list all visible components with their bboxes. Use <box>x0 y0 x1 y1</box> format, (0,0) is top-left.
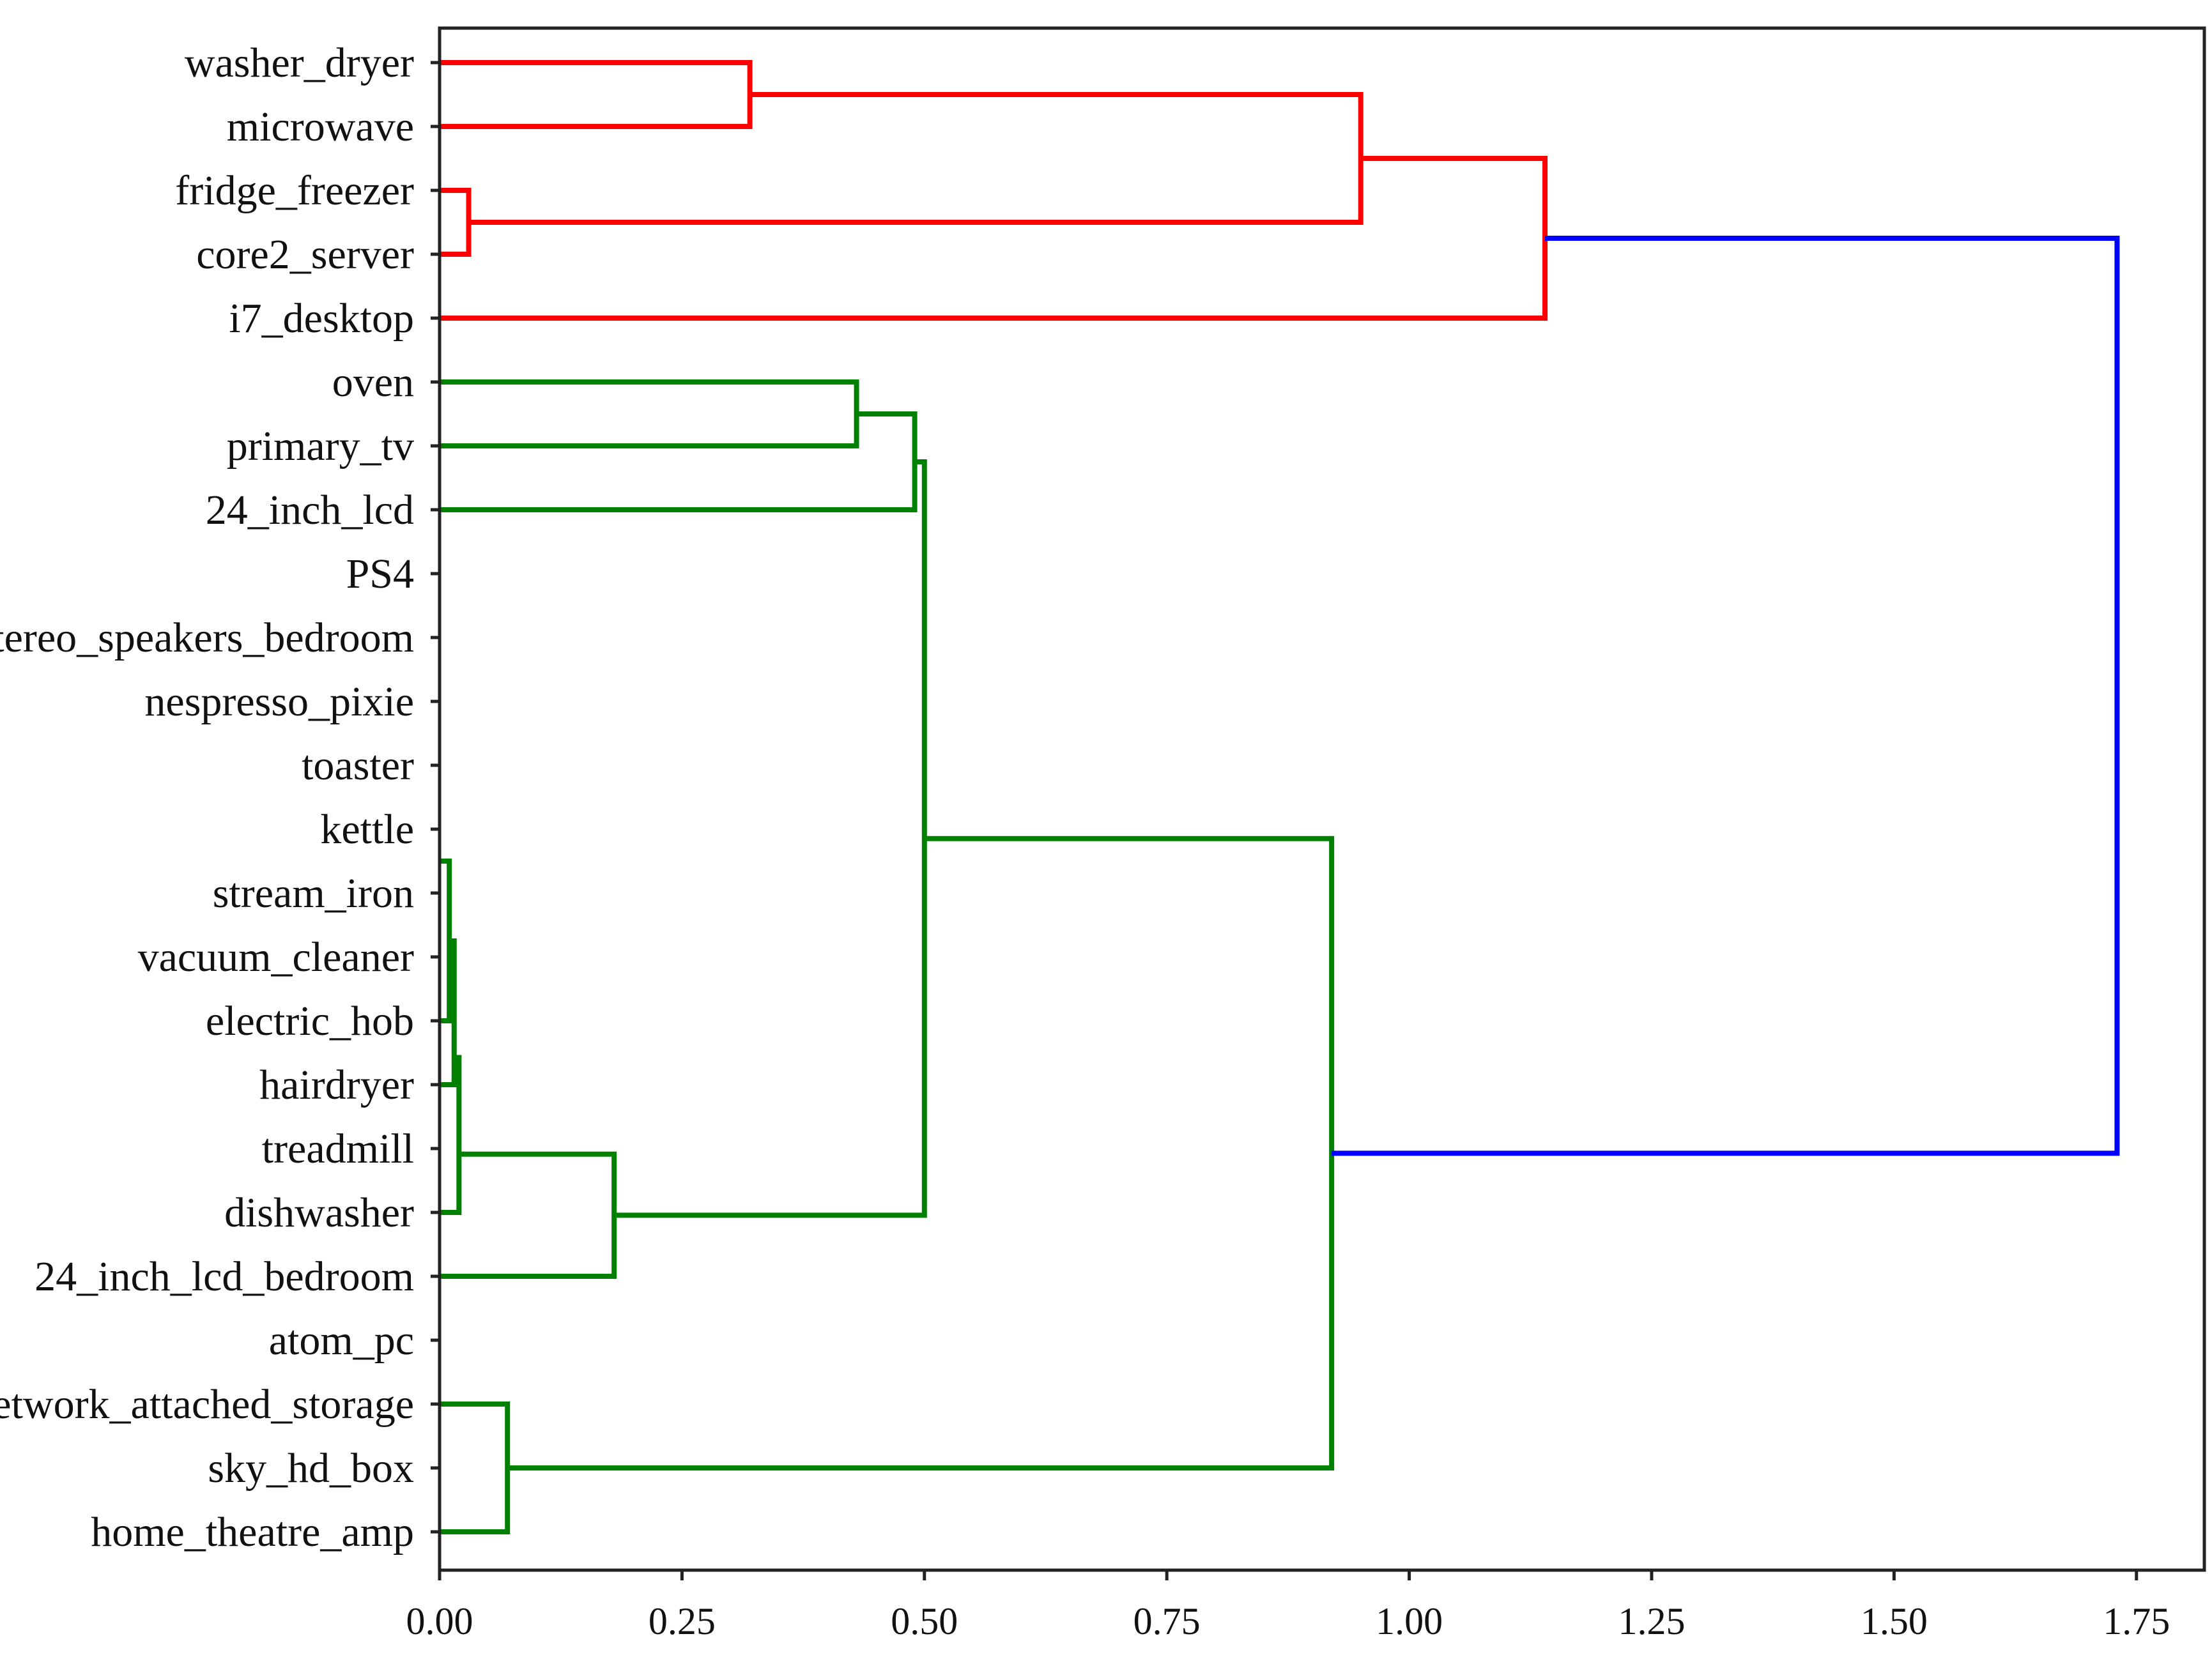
leaf-label: i7_desktop <box>229 295 414 342</box>
leaf-label: electric_hob <box>206 998 414 1044</box>
dendrogram-link <box>440 379 859 448</box>
leaf-label: stereo_speakers_bedroom <box>0 615 414 661</box>
leaf-label: microwave <box>227 103 414 150</box>
leaf-label: 24_inch_lcd <box>206 487 414 533</box>
x-tick-label: 0.75 <box>1133 1600 1201 1642</box>
leaf-label: dishwasher <box>224 1189 414 1236</box>
dendrogram-link <box>507 836 1335 1471</box>
x-axis-ticks <box>438 1570 2139 1580</box>
leaf-label: network_attached_storage <box>0 1381 414 1428</box>
leaf-label: atom_pc <box>269 1317 414 1364</box>
plot-frame <box>438 26 2206 1572</box>
leaf-label: washer_dryer <box>185 40 414 86</box>
leaf-label: sky_hd_box <box>208 1445 414 1492</box>
leaf-label: home_theatre_amp <box>91 1509 414 1555</box>
leaf-label: hairdryer <box>259 1062 414 1108</box>
x-tick-label: 0.50 <box>891 1600 958 1642</box>
leaf-labels: washer_dryer microwave fridge_freezer core2… <box>0 40 414 1555</box>
dendrogram-link <box>440 1402 511 1534</box>
x-tick-label: 0.00 <box>406 1600 473 1642</box>
leaf-label: toaster <box>302 742 414 789</box>
leaf-label: fridge_freezer <box>175 167 414 214</box>
leaf-label: PS4 <box>346 551 414 597</box>
leaf-label: 24_inch_lcd_bedroom <box>35 1253 414 1300</box>
dendrogram-link <box>440 938 457 1087</box>
x-tick-label: 1.00 <box>1376 1600 1443 1642</box>
leaf-label: core2_server <box>196 231 414 278</box>
dendrogram-link <box>614 459 927 1218</box>
dendrogram-link <box>1332 236 2120 1156</box>
dendrogram-link <box>468 92 1363 225</box>
x-tick-label: 0.25 <box>649 1600 716 1642</box>
leaf-label: oven <box>332 359 414 406</box>
dendrogram-link <box>440 411 918 512</box>
dendrogram-link <box>440 188 472 257</box>
dendrogram-link <box>440 1055 462 1215</box>
leaf-label: primary_tv <box>227 423 414 470</box>
leaf-label: treadmill <box>262 1126 414 1172</box>
x-tick-label: 1.50 <box>1861 1600 1928 1642</box>
leaf-ticks <box>431 61 440 1534</box>
x-tick-labels: 0.00 0.25 0.50 0.75 1.00 1.25 1.50 1.75 <box>406 1600 2170 1642</box>
dendrogram-link <box>440 60 753 129</box>
x-tick-label: 1.75 <box>2103 1600 2170 1642</box>
x-tick-label: 1.25 <box>1618 1600 1685 1642</box>
leaf-label: stream_iron <box>213 870 414 917</box>
leaf-label: nespresso_pixie <box>144 678 414 725</box>
dendrogram-link <box>440 1151 617 1279</box>
leaf-label: kettle <box>320 806 414 853</box>
dendrogram-link <box>440 156 1548 321</box>
dendrogram-links <box>440 60 2120 1534</box>
leaf-label: vacuum_cleaner <box>138 934 414 981</box>
